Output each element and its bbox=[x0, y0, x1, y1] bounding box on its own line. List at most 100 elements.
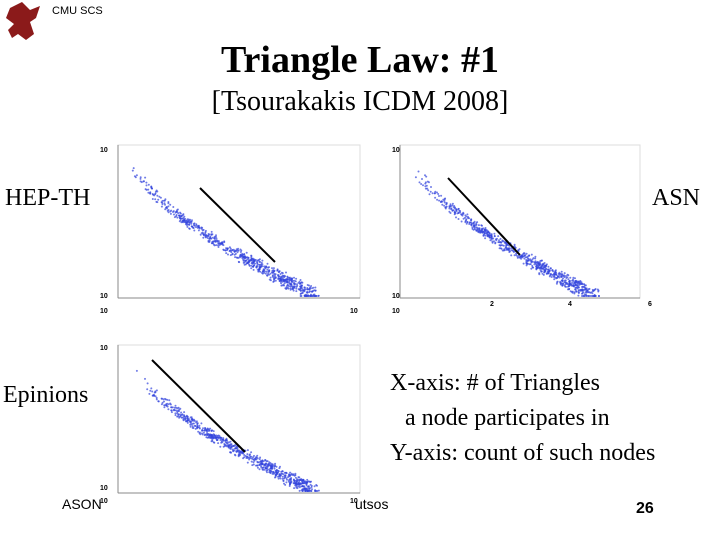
point bbox=[529, 263, 532, 266]
org: CMU SCS bbox=[52, 5, 103, 17]
point bbox=[274, 470, 277, 472]
point bbox=[201, 429, 204, 432]
point bbox=[283, 284, 285, 287]
point bbox=[466, 213, 469, 216]
point bbox=[184, 415, 187, 418]
point bbox=[264, 466, 267, 469]
point bbox=[571, 290, 574, 293]
point bbox=[574, 277, 576, 280]
point bbox=[279, 477, 282, 480]
plot-frame bbox=[399, 144, 641, 299]
point bbox=[160, 397, 163, 400]
point bbox=[306, 487, 309, 490]
point bbox=[150, 387, 153, 390]
point bbox=[215, 244, 218, 247]
point bbox=[466, 221, 469, 224]
point bbox=[195, 226, 197, 229]
point bbox=[313, 485, 316, 488]
point bbox=[468, 221, 471, 224]
point bbox=[424, 182, 427, 185]
point bbox=[244, 256, 247, 259]
point bbox=[166, 398, 169, 401]
point bbox=[196, 225, 199, 228]
point bbox=[295, 290, 298, 293]
point bbox=[289, 288, 292, 291]
point bbox=[464, 221, 467, 224]
point bbox=[257, 270, 260, 273]
point bbox=[230, 451, 232, 454]
point bbox=[438, 195, 440, 197]
point bbox=[459, 210, 462, 212]
point bbox=[482, 234, 485, 237]
point bbox=[223, 443, 226, 446]
point bbox=[210, 233, 213, 236]
point bbox=[297, 482, 300, 485]
point bbox=[548, 275, 551, 278]
point bbox=[498, 239, 500, 242]
point bbox=[225, 442, 228, 445]
tick-label: 10 bbox=[100, 308, 108, 315]
point bbox=[582, 289, 584, 292]
point bbox=[181, 413, 184, 416]
point bbox=[219, 436, 222, 439]
point bbox=[564, 283, 567, 285]
point bbox=[246, 461, 249, 464]
point bbox=[211, 440, 214, 442]
point bbox=[198, 426, 201, 429]
point bbox=[168, 399, 171, 402]
point bbox=[565, 275, 567, 277]
point bbox=[206, 434, 209, 437]
point bbox=[198, 227, 201, 230]
point bbox=[205, 429, 208, 432]
point bbox=[192, 422, 195, 425]
point bbox=[272, 267, 275, 270]
point bbox=[541, 264, 544, 266]
point bbox=[202, 427, 204, 430]
point bbox=[226, 247, 229, 250]
point bbox=[280, 279, 283, 282]
point bbox=[249, 453, 251, 456]
point bbox=[281, 475, 284, 478]
plot-label: Epinions bbox=[3, 382, 89, 408]
point bbox=[282, 479, 285, 482]
point bbox=[532, 257, 535, 260]
plot-label: ASN bbox=[652, 185, 701, 211]
point bbox=[266, 469, 269, 472]
point bbox=[523, 257, 526, 260]
point bbox=[426, 187, 429, 190]
point bbox=[193, 222, 196, 225]
point bbox=[196, 426, 199, 428]
point bbox=[534, 257, 537, 260]
point bbox=[434, 196, 437, 199]
point bbox=[265, 270, 268, 273]
point bbox=[217, 244, 219, 247]
point bbox=[199, 233, 202, 236]
point bbox=[501, 239, 504, 242]
point bbox=[175, 215, 178, 218]
point bbox=[276, 473, 278, 476]
point bbox=[597, 295, 600, 297]
point bbox=[154, 395, 157, 398]
point bbox=[540, 267, 543, 270]
point bbox=[198, 424, 201, 427]
point bbox=[443, 201, 446, 204]
point bbox=[301, 281, 304, 284]
point bbox=[158, 195, 161, 198]
point bbox=[147, 188, 150, 191]
point bbox=[204, 427, 206, 429]
point bbox=[277, 477, 280, 480]
point bbox=[131, 169, 134, 172]
point bbox=[590, 291, 593, 294]
point bbox=[578, 280, 581, 283]
point bbox=[314, 286, 317, 289]
point bbox=[186, 421, 189, 424]
point bbox=[212, 437, 214, 440]
point bbox=[530, 267, 533, 270]
point bbox=[289, 474, 292, 477]
point bbox=[193, 224, 195, 227]
point bbox=[301, 288, 304, 291]
point bbox=[540, 270, 543, 273]
point bbox=[294, 476, 297, 479]
point bbox=[256, 464, 259, 467]
point bbox=[313, 293, 316, 296]
